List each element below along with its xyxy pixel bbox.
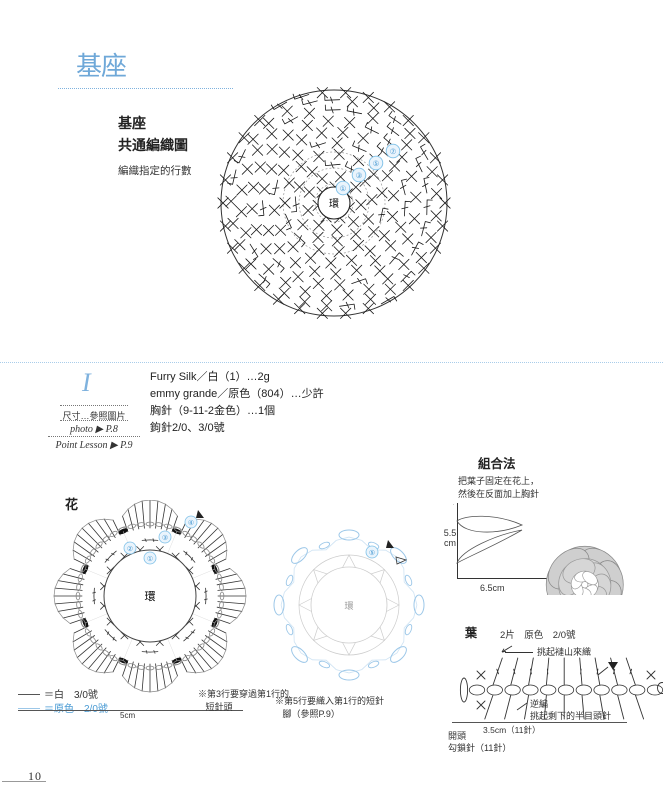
svg-text:①: ① — [147, 555, 153, 563]
svg-text:④: ④ — [188, 519, 194, 527]
svg-text:③: ③ — [162, 534, 168, 542]
svg-text:②: ② — [127, 545, 133, 553]
svg-text:⑦: ⑦ — [390, 147, 397, 156]
svg-text:①: ① — [340, 184, 347, 193]
svg-text:③: ③ — [356, 171, 363, 180]
svg-text:⑤: ⑤ — [369, 549, 375, 557]
svg-text:⑤: ⑤ — [373, 159, 380, 168]
svg-text:環: 環 — [145, 590, 156, 603]
svg-text:環: 環 — [329, 198, 339, 210]
svg-text:環: 環 — [344, 601, 353, 611]
